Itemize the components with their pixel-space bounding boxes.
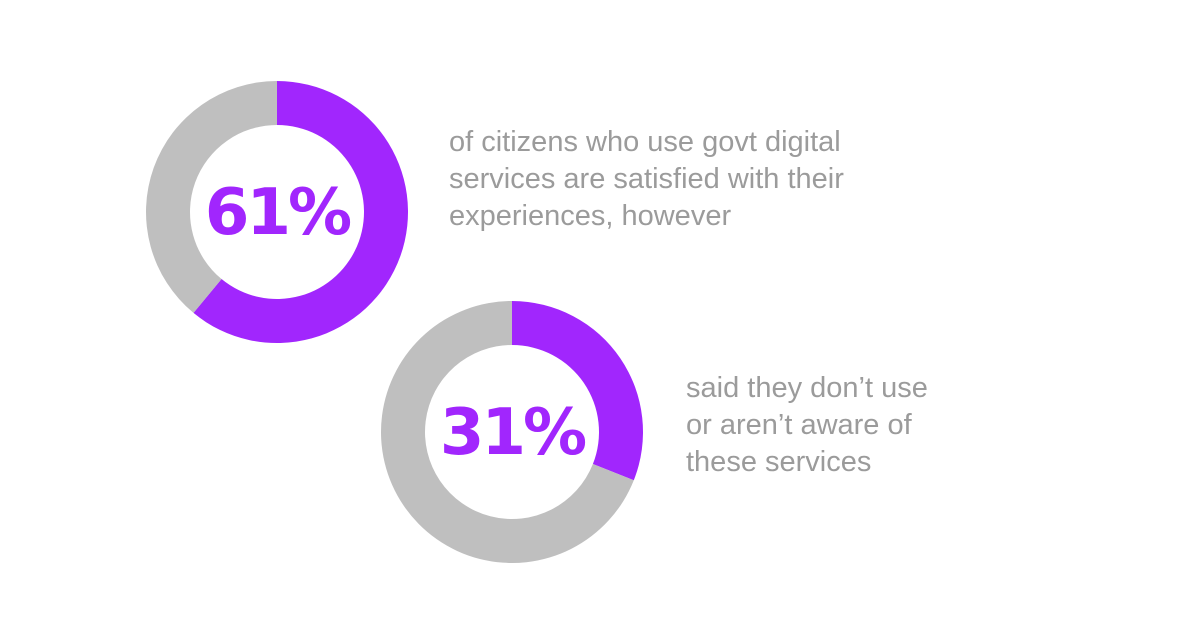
caption-2: said they don’t use or aren’t aware of t… bbox=[686, 370, 986, 481]
donut-segment-value bbox=[512, 301, 643, 481]
caption-1: of citizens who use govt digital service… bbox=[449, 124, 929, 235]
donut-segment-remainder bbox=[146, 81, 277, 313]
donut-segment-remainder bbox=[381, 301, 634, 563]
caption-2-line: or aren’t aware of bbox=[686, 409, 912, 441]
donut-segment-value bbox=[193, 81, 409, 343]
caption-2-line: said they don’t use bbox=[686, 372, 928, 404]
caption-1-line: of citizens who use govt digital bbox=[449, 126, 841, 158]
caption-1-line: experiences, however bbox=[449, 200, 732, 232]
caption-2-line: these services bbox=[686, 446, 872, 478]
caption-1-line: services are satisfied with their bbox=[449, 163, 844, 195]
donut-center-label: 61% bbox=[205, 176, 351, 250]
donut-center-label: 31% bbox=[440, 396, 586, 470]
